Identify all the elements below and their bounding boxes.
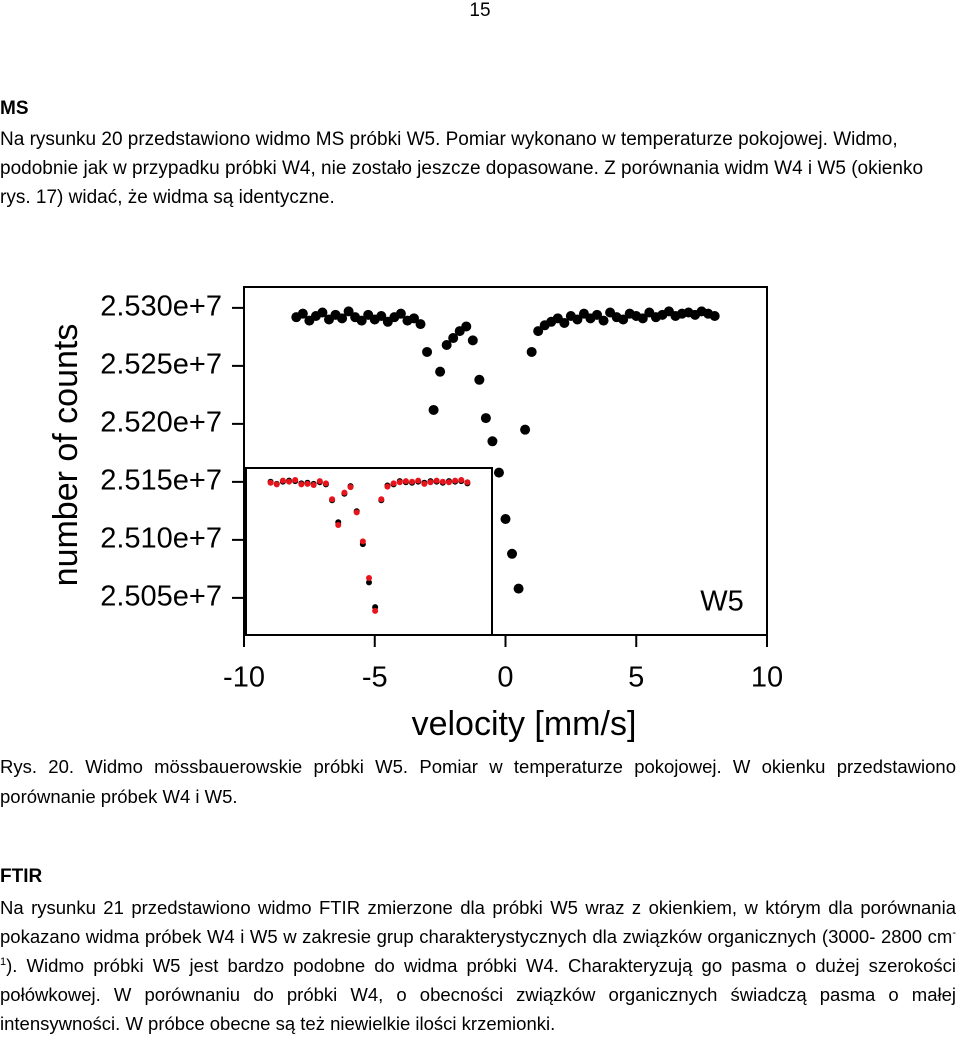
x-tick-label: 0: [497, 662, 513, 694]
data-point: [415, 319, 426, 330]
y-tick-label: 2.510e+7: [100, 523, 222, 555]
inset-point: [366, 579, 372, 586]
page-number: 15: [469, 0, 491, 21]
inset-point: [298, 481, 305, 488]
y-axis-label: number of counts: [47, 324, 85, 587]
inset-point: [464, 479, 471, 486]
data-point: [474, 374, 485, 385]
data-point: [408, 313, 419, 324]
inset-point: [286, 478, 293, 485]
inset-point: [402, 478, 409, 485]
x-tick-label: 10: [751, 662, 783, 694]
inset-point: [310, 481, 317, 488]
inset-point: [359, 538, 366, 545]
data-point: [493, 467, 504, 478]
data-point: [395, 308, 406, 319]
x-tick-label: -5: [362, 662, 388, 694]
x-tick-label: -10: [223, 662, 265, 694]
data-point: [618, 314, 629, 325]
data-point: [533, 326, 544, 337]
data-point: [343, 306, 354, 317]
data-point: [513, 583, 524, 594]
y-tick-label: 2.505e+7: [100, 581, 222, 613]
inset-point: [341, 489, 348, 496]
inset-point: [458, 477, 465, 484]
data-point: [435, 366, 446, 377]
inset-point: [267, 479, 274, 486]
data-point: [559, 317, 570, 328]
data-point: [592, 309, 603, 320]
inset-point: [347, 484, 354, 491]
inset-point: [322, 480, 329, 487]
inset-frame: [245, 467, 493, 636]
inset-point: [329, 496, 336, 503]
y-tick-label: 2.520e+7: [100, 407, 222, 439]
inset-point: [366, 575, 372, 582]
data-point: [376, 311, 387, 321]
data-point: [461, 321, 472, 332]
inset-point: [372, 607, 379, 614]
annotation: W5: [700, 586, 744, 618]
section-heading: FTIR: [0, 866, 43, 887]
data-point: [526, 346, 537, 357]
x-tick-label: 5: [628, 662, 644, 694]
inset-point: [396, 479, 403, 486]
data-point: [441, 340, 452, 350]
text: ). Widmo próbki W5 jest bardzo podobne d…: [0, 955, 956, 1034]
data-point: [637, 313, 648, 324]
inset-point: [427, 479, 434, 486]
y-tick-label: 2.515e+7: [100, 465, 222, 497]
data-point: [467, 335, 478, 346]
inset-point: [439, 478, 446, 485]
section-heading: MS: [0, 98, 29, 119]
superscript: -1: [0, 926, 956, 968]
data-point: [709, 311, 720, 321]
paragraph: Na rysunku 20 przedstawiono widmo MS pró…: [0, 129, 924, 208]
data-point: [448, 333, 459, 344]
data-point: [480, 413, 491, 424]
data-point: [317, 307, 328, 318]
inset-point: [390, 480, 397, 487]
data-point: [337, 313, 348, 324]
inset-point: [421, 480, 428, 487]
x-axis-label: velocity [mm/s]: [412, 705, 637, 743]
inset-point: [316, 478, 323, 485]
data-point: [500, 514, 511, 524]
data-point: [520, 424, 531, 435]
inset-point: [409, 478, 416, 485]
inset-point: [304, 480, 311, 487]
inset-point: [273, 481, 280, 488]
inset-point: [292, 477, 299, 484]
data-point: [428, 404, 439, 415]
inset-point: [452, 477, 459, 484]
inset-point: [279, 477, 286, 484]
text: Na rysunku 21 przedstawiono widmo FTIR z…: [0, 897, 956, 947]
inset-point: [415, 477, 422, 484]
chart: 2.505e+7 2.510e+7 2.515e+7 2.520e+7 2.525e+7…: [47, 286, 783, 743]
figure-caption: Rys. 20. Widmo mössbauerowskie próbki W5…: [0, 756, 956, 807]
inset-point: [445, 479, 452, 486]
inset-point: [384, 483, 391, 490]
inset-point: [335, 521, 342, 528]
data-point: [572, 314, 583, 325]
inset-point: [433, 477, 440, 484]
inset-point: [378, 496, 385, 503]
data-point: [487, 436, 498, 447]
y-tick-label: 2.525e+7: [100, 349, 222, 381]
data-point: [422, 346, 433, 357]
data-point: [598, 315, 609, 326]
paragraph: Na rysunku 21 przedstawiono widmo FTIR z…: [0, 893, 956, 1038]
y-tick-label: 2.530e+7: [100, 291, 222, 323]
data-point: [356, 315, 367, 326]
data-point: [507, 548, 518, 559]
data-point: [297, 308, 308, 319]
inset-point: [353, 509, 360, 516]
